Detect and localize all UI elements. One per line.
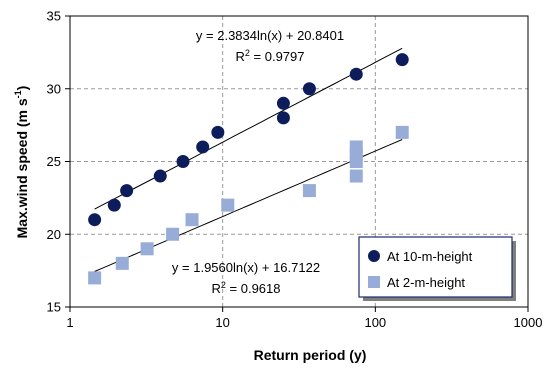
y-axis-title: Max.wind speed (m s-1) [13, 86, 30, 239]
trendline-equation-10m: y = 2.3834ln(x) + 20.8401 [196, 28, 344, 43]
point-10m [349, 67, 363, 81]
trendline-equation-2m: y = 1.9560ln(x) + 16.7122 [172, 260, 320, 275]
gridlines [70, 16, 528, 307]
point-10m [107, 198, 121, 212]
point-2m [115, 256, 129, 270]
y-tick-label: 15 [47, 300, 61, 315]
x-tick-label: 100 [364, 315, 386, 330]
y-axis-unit-superscript: -1 [13, 90, 23, 98]
legend-box [358, 236, 513, 298]
point-2m [221, 198, 235, 212]
point-2m [349, 140, 363, 154]
point-2m [349, 169, 363, 183]
point-10m [276, 111, 290, 125]
legend-label-2m: At 2-m-height [387, 275, 465, 290]
point-2m [185, 213, 199, 227]
y-tick-label: 35 [47, 9, 61, 24]
point-2m [88, 271, 102, 285]
point-2m [302, 184, 316, 198]
point-10m [302, 82, 316, 96]
point-2m [140, 242, 154, 256]
x-axis-title: Return period (y) [254, 347, 367, 363]
y-axis-title-close: ) [14, 86, 30, 91]
point-10m [88, 213, 102, 227]
tick-labels: 1 10 100 1000 15 20 25 30 35 [47, 9, 543, 331]
point-10m [395, 53, 409, 67]
legend: At 10-m-height At 2-m-height [358, 236, 516, 301]
x-tick-label: 1000 [514, 315, 543, 330]
legend-marker-10m [368, 250, 380, 262]
point-2m [395, 125, 409, 139]
point-10m [153, 169, 167, 183]
trendline-r2-2m: R2 = 0.9618 [212, 280, 281, 296]
legend-marker-2m [368, 276, 380, 288]
data-points [88, 53, 409, 285]
legend-label-10m: At 10-m-height [387, 249, 473, 264]
y-tick-label: 20 [47, 227, 61, 242]
point-2m [166, 227, 180, 241]
point-10m [276, 96, 290, 110]
point-10m [120, 184, 134, 198]
point-10m [211, 125, 225, 139]
point-10m [176, 155, 190, 168]
y-tick-label: 30 [47, 81, 61, 96]
point-10m [196, 140, 210, 154]
trendline-r2-10m: R2 = 0.9797 [236, 48, 305, 64]
x-tick-label: 10 [215, 315, 229, 330]
x-tick-label: 1 [66, 315, 73, 330]
y-tick-label: 25 [47, 154, 61, 169]
